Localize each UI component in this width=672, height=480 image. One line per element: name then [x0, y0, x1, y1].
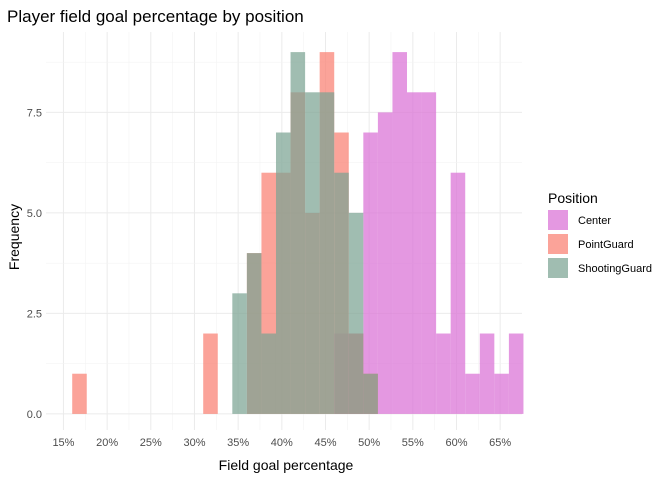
bar-shootingguard: [246, 253, 262, 414]
legend-label-shootingguard: ShootingGuard: [578, 263, 652, 275]
legend-key-shootingguard: [548, 258, 568, 278]
y-tick-label: 5.0: [27, 208, 42, 220]
bar-shootingguard: [363, 373, 378, 414]
y-tick-label: 2.5: [27, 308, 42, 320]
bar-shootingguard: [348, 212, 364, 414]
bar-center: [450, 172, 466, 414]
bar-pointguard: [72, 373, 87, 414]
bar-center: [392, 52, 408, 414]
legend-key-pointguard: [548, 234, 568, 254]
x-tick-label: 20%: [96, 437, 118, 449]
bar-center: [436, 333, 451, 414]
x-tick-label: 45%: [314, 437, 336, 449]
bar-shootingguard: [290, 52, 306, 414]
x-tick-label: 55%: [402, 437, 424, 449]
x-tick-label: 40%: [271, 437, 293, 449]
bar-shootingguard: [319, 92, 335, 414]
bar-shootingguard: [334, 172, 349, 414]
x-tick-label: 15%: [52, 437, 74, 449]
bar-center: [363, 132, 378, 414]
bar-shootingguard: [275, 132, 291, 414]
bar-center: [465, 373, 480, 414]
x-tick-label: 25%: [140, 437, 162, 449]
chart-title: Player field goal percentage by position: [7, 7, 304, 26]
bar-shootingguard: [232, 293, 247, 414]
y-tick-label: 0.0: [27, 409, 42, 421]
y-axis-ticks: 0.0 2.5 5.0 7.5: [27, 107, 42, 421]
x-tick-label: 65%: [489, 437, 511, 449]
bar-center: [407, 92, 422, 414]
x-tick-label: 30%: [183, 437, 205, 449]
bar-center: [508, 333, 524, 414]
legend-title: Position: [548, 190, 598, 206]
y-tick-label: 7.5: [27, 107, 42, 119]
x-tick-label: 60%: [445, 437, 467, 449]
bar-shootingguard: [305, 92, 320, 414]
legend-label-center: Center: [578, 215, 611, 227]
legend-label-pointguard: PointGuard: [578, 239, 634, 251]
legend-key-center: [548, 210, 568, 230]
legend: Position Center PointGuard ShootingGuard: [548, 190, 652, 278]
bar-center: [377, 112, 393, 414]
bar-center: [421, 92, 437, 414]
x-axis-label: Field goal percentage: [219, 457, 354, 473]
y-axis-label: Frequency: [6, 204, 22, 270]
x-tick-label: 35%: [227, 437, 249, 449]
bar-center: [494, 373, 509, 414]
bar-center: [479, 333, 495, 414]
x-tick-label: 50%: [358, 437, 380, 449]
bars: [72, 52, 524, 414]
bar-pointguard: [203, 333, 218, 414]
x-axis-ticks: 15% 20% 25% 30% 35% 40% 45% 50% 55% 60% 65%: [52, 437, 511, 449]
bar-shootingguard: [261, 333, 276, 414]
